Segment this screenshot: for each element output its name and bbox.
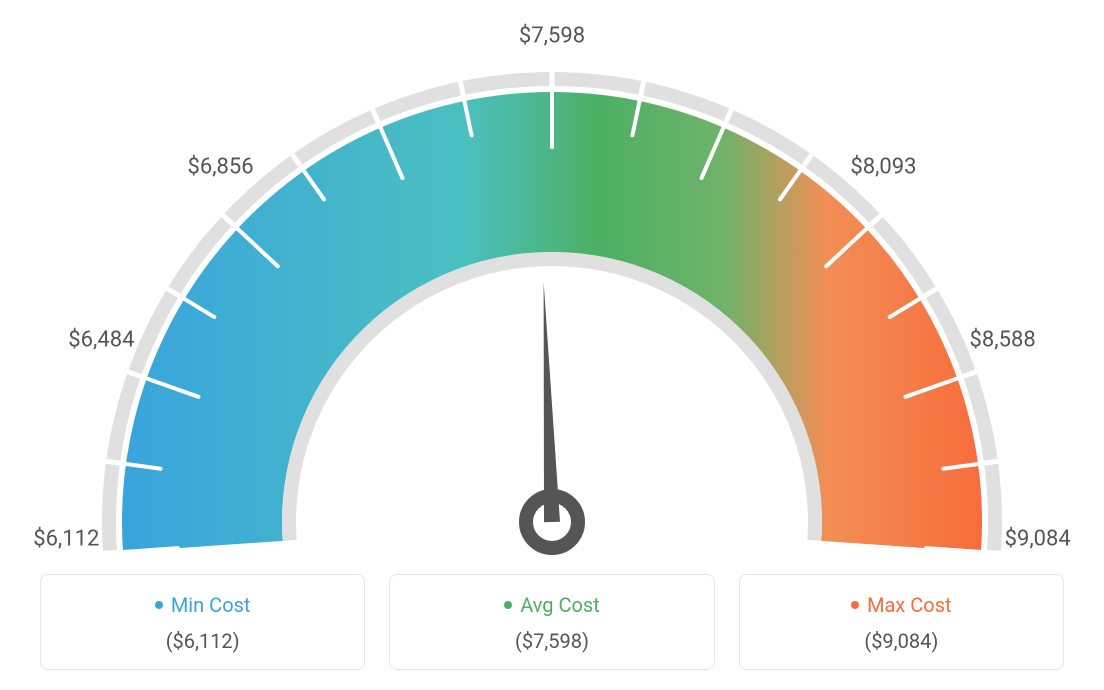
gauge-tick-label: $6,856 (187, 154, 253, 179)
card-avg-title: Avg Cost (504, 593, 600, 617)
card-min: Min Cost ($6,112) (40, 574, 365, 670)
gauge-svg (0, 0, 1104, 560)
gauge-area: $6,112 $6,484 $6,856 $7,598 $8,093 $8,588 $9,0… (0, 0, 1104, 560)
legend-cards: Min Cost ($6,112) Avg Cost ($7,598) Max … (40, 574, 1064, 670)
gauge-tick-label: $8,588 (970, 327, 1036, 352)
gauge-tick-label: $6,112 (33, 526, 99, 551)
card-avg-value: ($7,598) (400, 629, 703, 653)
dot-icon (851, 601, 859, 609)
gauge-tick-label: $6,484 (68, 327, 134, 352)
card-max-title: Max Cost (851, 593, 952, 617)
dot-icon (504, 601, 512, 609)
card-max-label: Max Cost (867, 593, 952, 617)
card-avg-label: Avg Cost (520, 593, 600, 617)
card-avg: Avg Cost ($7,598) (389, 574, 714, 670)
card-min-title: Min Cost (155, 593, 251, 617)
gauge-tick-label: $8,093 (850, 154, 916, 179)
card-max-value: ($9,084) (750, 629, 1053, 653)
gauge-chart-container: $6,112 $6,484 $6,856 $7,598 $8,093 $8,588 $9,0… (0, 0, 1104, 690)
dot-icon (155, 601, 163, 609)
gauge-tick-label: $7,598 (519, 24, 585, 49)
card-min-label: Min Cost (171, 593, 251, 617)
card-min-value: ($6,112) (51, 629, 354, 653)
card-max: Max Cost ($9,084) (739, 574, 1064, 670)
gauge-tick-label: $9,084 (1005, 526, 1071, 551)
